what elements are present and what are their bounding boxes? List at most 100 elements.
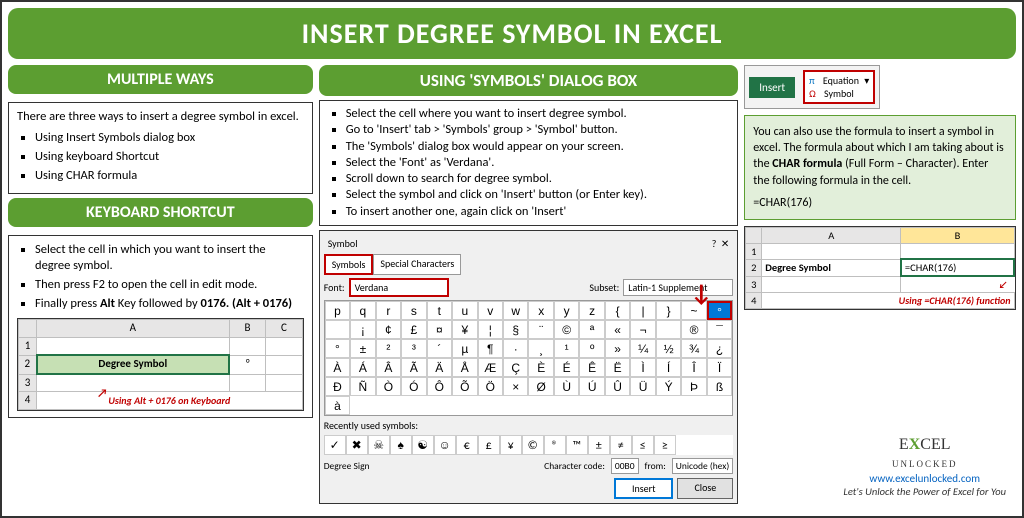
symbol-cell[interactable]: » xyxy=(605,339,630,358)
symbol-cell[interactable]: Ó xyxy=(401,377,426,396)
symbol-cell[interactable]: ° xyxy=(325,339,350,358)
subset-dropdown[interactable]: Latin-1 Supplement xyxy=(623,279,733,296)
tab-symbols[interactable]: Symbols xyxy=(324,254,374,275)
symbol-cell[interactable]: Ç xyxy=(503,358,528,377)
symbol-cell[interactable]: ¡ xyxy=(350,320,375,339)
symbol-cell[interactable]: Õ xyxy=(452,377,477,396)
symbols-group[interactable]: π Equation ▾ Ω Symbol xyxy=(803,70,875,104)
symbol-cell[interactable]: v xyxy=(478,301,503,320)
symbol-cell[interactable]: Ô xyxy=(427,377,452,396)
recent-symbol[interactable]: ☯ xyxy=(412,435,434,455)
insert-tab[interactable]: Insert xyxy=(749,77,795,98)
help-icon[interactable]: ? xyxy=(712,237,717,250)
symbol-grid[interactable]: pqrstuvwxyz{|}~°¡¢£¤¥¦§¨©ª«¬®¯°±²³´µ¶·¸¹… xyxy=(324,300,734,416)
symbol-cell[interactable]: ¤ xyxy=(427,320,452,339)
symbol-cell[interactable]: · xyxy=(503,339,528,358)
symbol-cell[interactable]: Î xyxy=(681,358,706,377)
symbol-cell[interactable]: Ý xyxy=(656,377,681,396)
symbol-cell[interactable]: ¢ xyxy=(376,320,401,339)
symbol-cell[interactable]: § xyxy=(503,320,528,339)
symbol-cell[interactable]: r xyxy=(376,301,401,320)
symbol-cell[interactable]: z xyxy=(579,301,604,320)
symbol-cell[interactable]: × xyxy=(503,377,528,396)
symbol-cell[interactable]: Ð xyxy=(325,377,350,396)
symbol-cell[interactable]: ¸ xyxy=(528,339,553,358)
symbol-cell[interactable]: Í xyxy=(656,358,681,377)
symbol-cell[interactable]: ³ xyxy=(401,339,426,358)
symbol-cell[interactable]: Ë xyxy=(605,358,630,377)
symbol-cell[interactable]: ¨ xyxy=(528,320,553,339)
font-dropdown[interactable]: Verdana xyxy=(349,278,449,297)
recent-symbol[interactable]: © xyxy=(522,435,544,455)
recent-symbol[interactable]: ® xyxy=(544,435,566,455)
symbol-cell[interactable]: µ xyxy=(452,339,477,358)
symbol-cell[interactable]: ¹ xyxy=(554,339,579,358)
from-dropdown[interactable]: Unicode (hex) xyxy=(672,458,734,474)
symbol-cell[interactable]: Ñ xyxy=(350,377,375,396)
symbol-cell[interactable]: p xyxy=(325,301,350,320)
symbol-cell[interactable]: q xyxy=(350,301,375,320)
symbol-cell[interactable]: s xyxy=(401,301,426,320)
symbol-cell[interactable]: Æ xyxy=(478,358,503,377)
symbol-cell[interactable]: ´ xyxy=(427,339,452,358)
close-icon[interactable]: ✕ xyxy=(721,237,729,250)
recent-symbol[interactable]: ☺ xyxy=(434,435,456,455)
symbol-cell[interactable]: Þ xyxy=(681,377,706,396)
symbol-cell[interactable]: Å xyxy=(452,358,477,377)
symbol-cell[interactable]: Ã xyxy=(401,358,426,377)
symbol-cell[interactable]: ß xyxy=(707,377,732,396)
symbol-cell[interactable]: ¯ xyxy=(707,320,732,339)
symbol-cell[interactable]: ¬ xyxy=(630,320,655,339)
symbol-cell[interactable]: { xyxy=(605,301,630,320)
symbol-cell[interactable]: ¥ xyxy=(452,320,477,339)
symbol-cell[interactable]: ¿ xyxy=(707,339,732,358)
symbol-cell[interactable]: È xyxy=(528,358,553,377)
symbol-cell[interactable]: £ xyxy=(401,320,426,339)
symbol-cell[interactable]: Ü xyxy=(630,377,655,396)
symbol-cell[interactable]: © xyxy=(554,320,579,339)
recent-symbol[interactable]: ✖ xyxy=(346,435,368,455)
symbol-cell[interactable]: ½ xyxy=(656,339,681,358)
insert-button[interactable]: Insert xyxy=(614,478,674,499)
symbol-cell[interactable]: ¼ xyxy=(630,339,655,358)
symbol-cell[interactable]: Á xyxy=(350,358,375,377)
symbol-cell[interactable]: Ø xyxy=(528,377,553,396)
symbol-cell[interactable]: « xyxy=(605,320,630,339)
symbol-cell[interactable]: ¦ xyxy=(478,320,503,339)
recent-symbol[interactable]: ♠ xyxy=(390,435,412,455)
symbol-cell[interactable]: y xyxy=(554,301,579,320)
symbol-cell[interactable]: ª xyxy=(579,320,604,339)
symbol-cell[interactable]: Ú xyxy=(579,377,604,396)
symbol-cell[interactable]: à xyxy=(325,396,350,415)
symbol-cell[interactable]: ® xyxy=(681,320,706,339)
symbol-cell[interactable]: x xyxy=(528,301,553,320)
tab-special-chars[interactable]: Special Characters xyxy=(373,254,461,275)
recent-symbols[interactable]: ✓✖☠♠☯☺€£¥©®™±≠≤≥ xyxy=(324,435,734,455)
recent-symbol[interactable]: € xyxy=(456,435,478,455)
symbol-cell[interactable]: u xyxy=(452,301,477,320)
symbol-cell[interactable]: ¾ xyxy=(681,339,706,358)
symbol-cell[interactable]: ¶ xyxy=(478,339,503,358)
symbol-cell[interactable]: Û xyxy=(605,377,630,396)
recent-symbol[interactable]: ≤ xyxy=(632,435,654,455)
website-link[interactable]: www.excelunlocked.com xyxy=(869,472,980,485)
recent-symbol[interactable]: ¥ xyxy=(500,435,522,455)
recent-symbol[interactable]: ± xyxy=(588,435,610,455)
symbol-cell[interactable] xyxy=(325,320,350,339)
recent-symbol[interactable]: ✓ xyxy=(324,435,346,455)
symbol-cell[interactable]: Ö xyxy=(478,377,503,396)
symbol-cell[interactable]: Ì xyxy=(630,358,655,377)
symbol-cell[interactable]: t xyxy=(427,301,452,320)
recent-symbol[interactable]: ≠ xyxy=(610,435,632,455)
symbol-cell[interactable]: w xyxy=(503,301,528,320)
symbol-cell[interactable]: É xyxy=(554,358,579,377)
close-button[interactable]: Close xyxy=(677,478,733,499)
symbol-cell[interactable]: Â xyxy=(376,358,401,377)
symbol-cell[interactable]: Ä xyxy=(427,358,452,377)
symbol-cell[interactable]: | xyxy=(630,301,655,320)
symbol-cell[interactable]: Ù xyxy=(554,377,579,396)
symbol-cell[interactable]: º xyxy=(579,339,604,358)
recent-symbol[interactable]: £ xyxy=(478,435,500,455)
symbol-cell[interactable]: ± xyxy=(350,339,375,358)
symbol-cell[interactable]: } xyxy=(656,301,681,320)
